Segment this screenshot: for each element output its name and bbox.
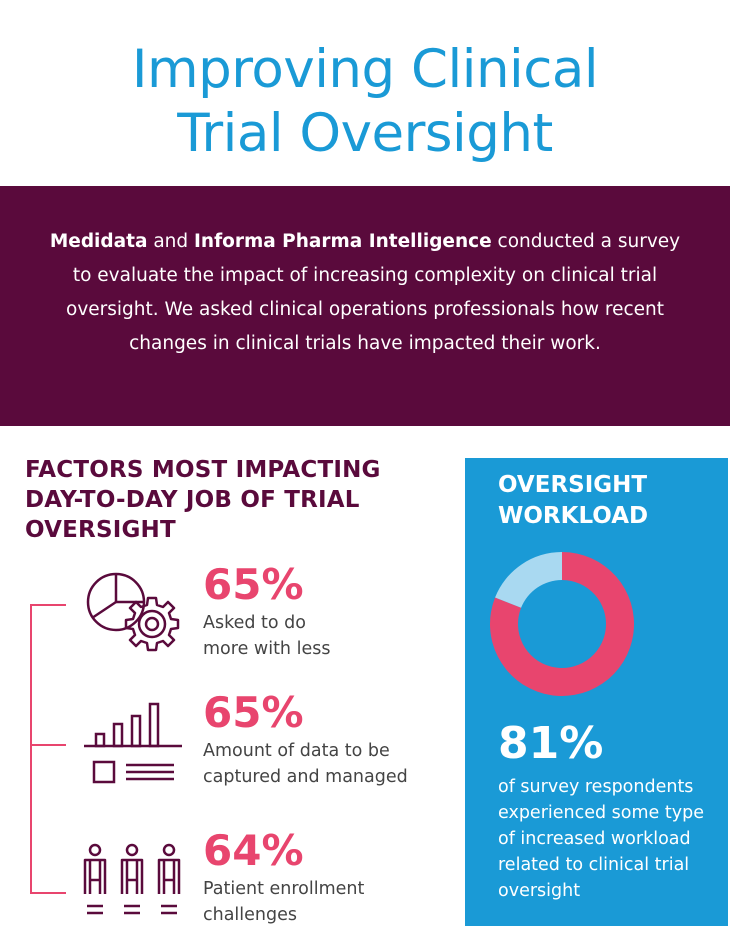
bracket-tick-1 xyxy=(30,604,66,606)
factors-heading-line-1: FACTORS MOST IMPACTING xyxy=(25,457,381,483)
factor-3-desc-line-2: challenges xyxy=(203,905,298,925)
intro-paragraph: Medidata and Informa Pharma Intelligence… xyxy=(40,225,690,361)
factor-1-desc-line-2: more with less xyxy=(203,639,331,659)
factor-2-desc-line-1: Amount of data to be xyxy=(203,741,390,761)
factor-item-3: 64% Patient enrollment challenges xyxy=(203,828,453,928)
factor-1-desc-line-1: Asked to do xyxy=(203,613,306,633)
oversight-title-line-2: WORKLOAD xyxy=(498,503,649,529)
factors-heading-line-2: DAY-TO-DAY JOB OF TRIAL xyxy=(25,487,360,513)
donut-slice-1 xyxy=(490,552,634,696)
oversight-percent: 81% xyxy=(498,718,604,769)
bracket-tick-3 xyxy=(30,892,66,894)
donut-slice-2 xyxy=(495,552,562,608)
factor-3-desc-line-1: Patient enrollment xyxy=(203,879,365,899)
oversight-title: OVERSIGHT WORKLOAD xyxy=(498,470,718,532)
oversight-title-line-1: OVERSIGHT xyxy=(498,472,648,498)
page-title: Improving Clinical Trial Oversight xyxy=(0,38,730,166)
factor-2-desc-line-2: captured and managed xyxy=(203,767,408,787)
factor-2-percent: 65% xyxy=(203,688,304,737)
factor-item-2: 65% Amount of data to be captured and ma… xyxy=(203,690,453,790)
factors-heading-line-3: OVERSIGHT xyxy=(25,517,176,543)
factors-heading: FACTORS MOST IMPACTING DAY-TO-DAY JOB OF… xyxy=(25,455,425,545)
pie-gear-icon xyxy=(86,572,180,652)
factor-item-1: 65% Asked to do more with less xyxy=(203,562,453,662)
page-title-line-1: Improving Clinical xyxy=(131,39,599,100)
factor-1-percent: 65% xyxy=(203,560,304,609)
intro-body: conducted a survey to evaluate the impac… xyxy=(66,231,681,354)
intro-band xyxy=(0,186,730,426)
bracket-tick-2 xyxy=(30,744,66,746)
intro-org-medidata: Medidata xyxy=(49,231,148,252)
oversight-description: of survey respondents experienced some t… xyxy=(498,777,704,901)
factors-bracket xyxy=(30,604,32,894)
intro-org-informa: Informa Pharma Intelligence xyxy=(194,231,492,252)
factor-3-percent: 64% xyxy=(203,826,304,875)
workload-donut-chart xyxy=(490,552,634,696)
oversight-panel xyxy=(465,458,728,926)
patients-icon xyxy=(83,843,181,915)
bar-chart-document-icon xyxy=(84,702,182,784)
page-title-line-2: Trial Oversight xyxy=(177,103,553,164)
intro-connector: and xyxy=(147,231,195,252)
